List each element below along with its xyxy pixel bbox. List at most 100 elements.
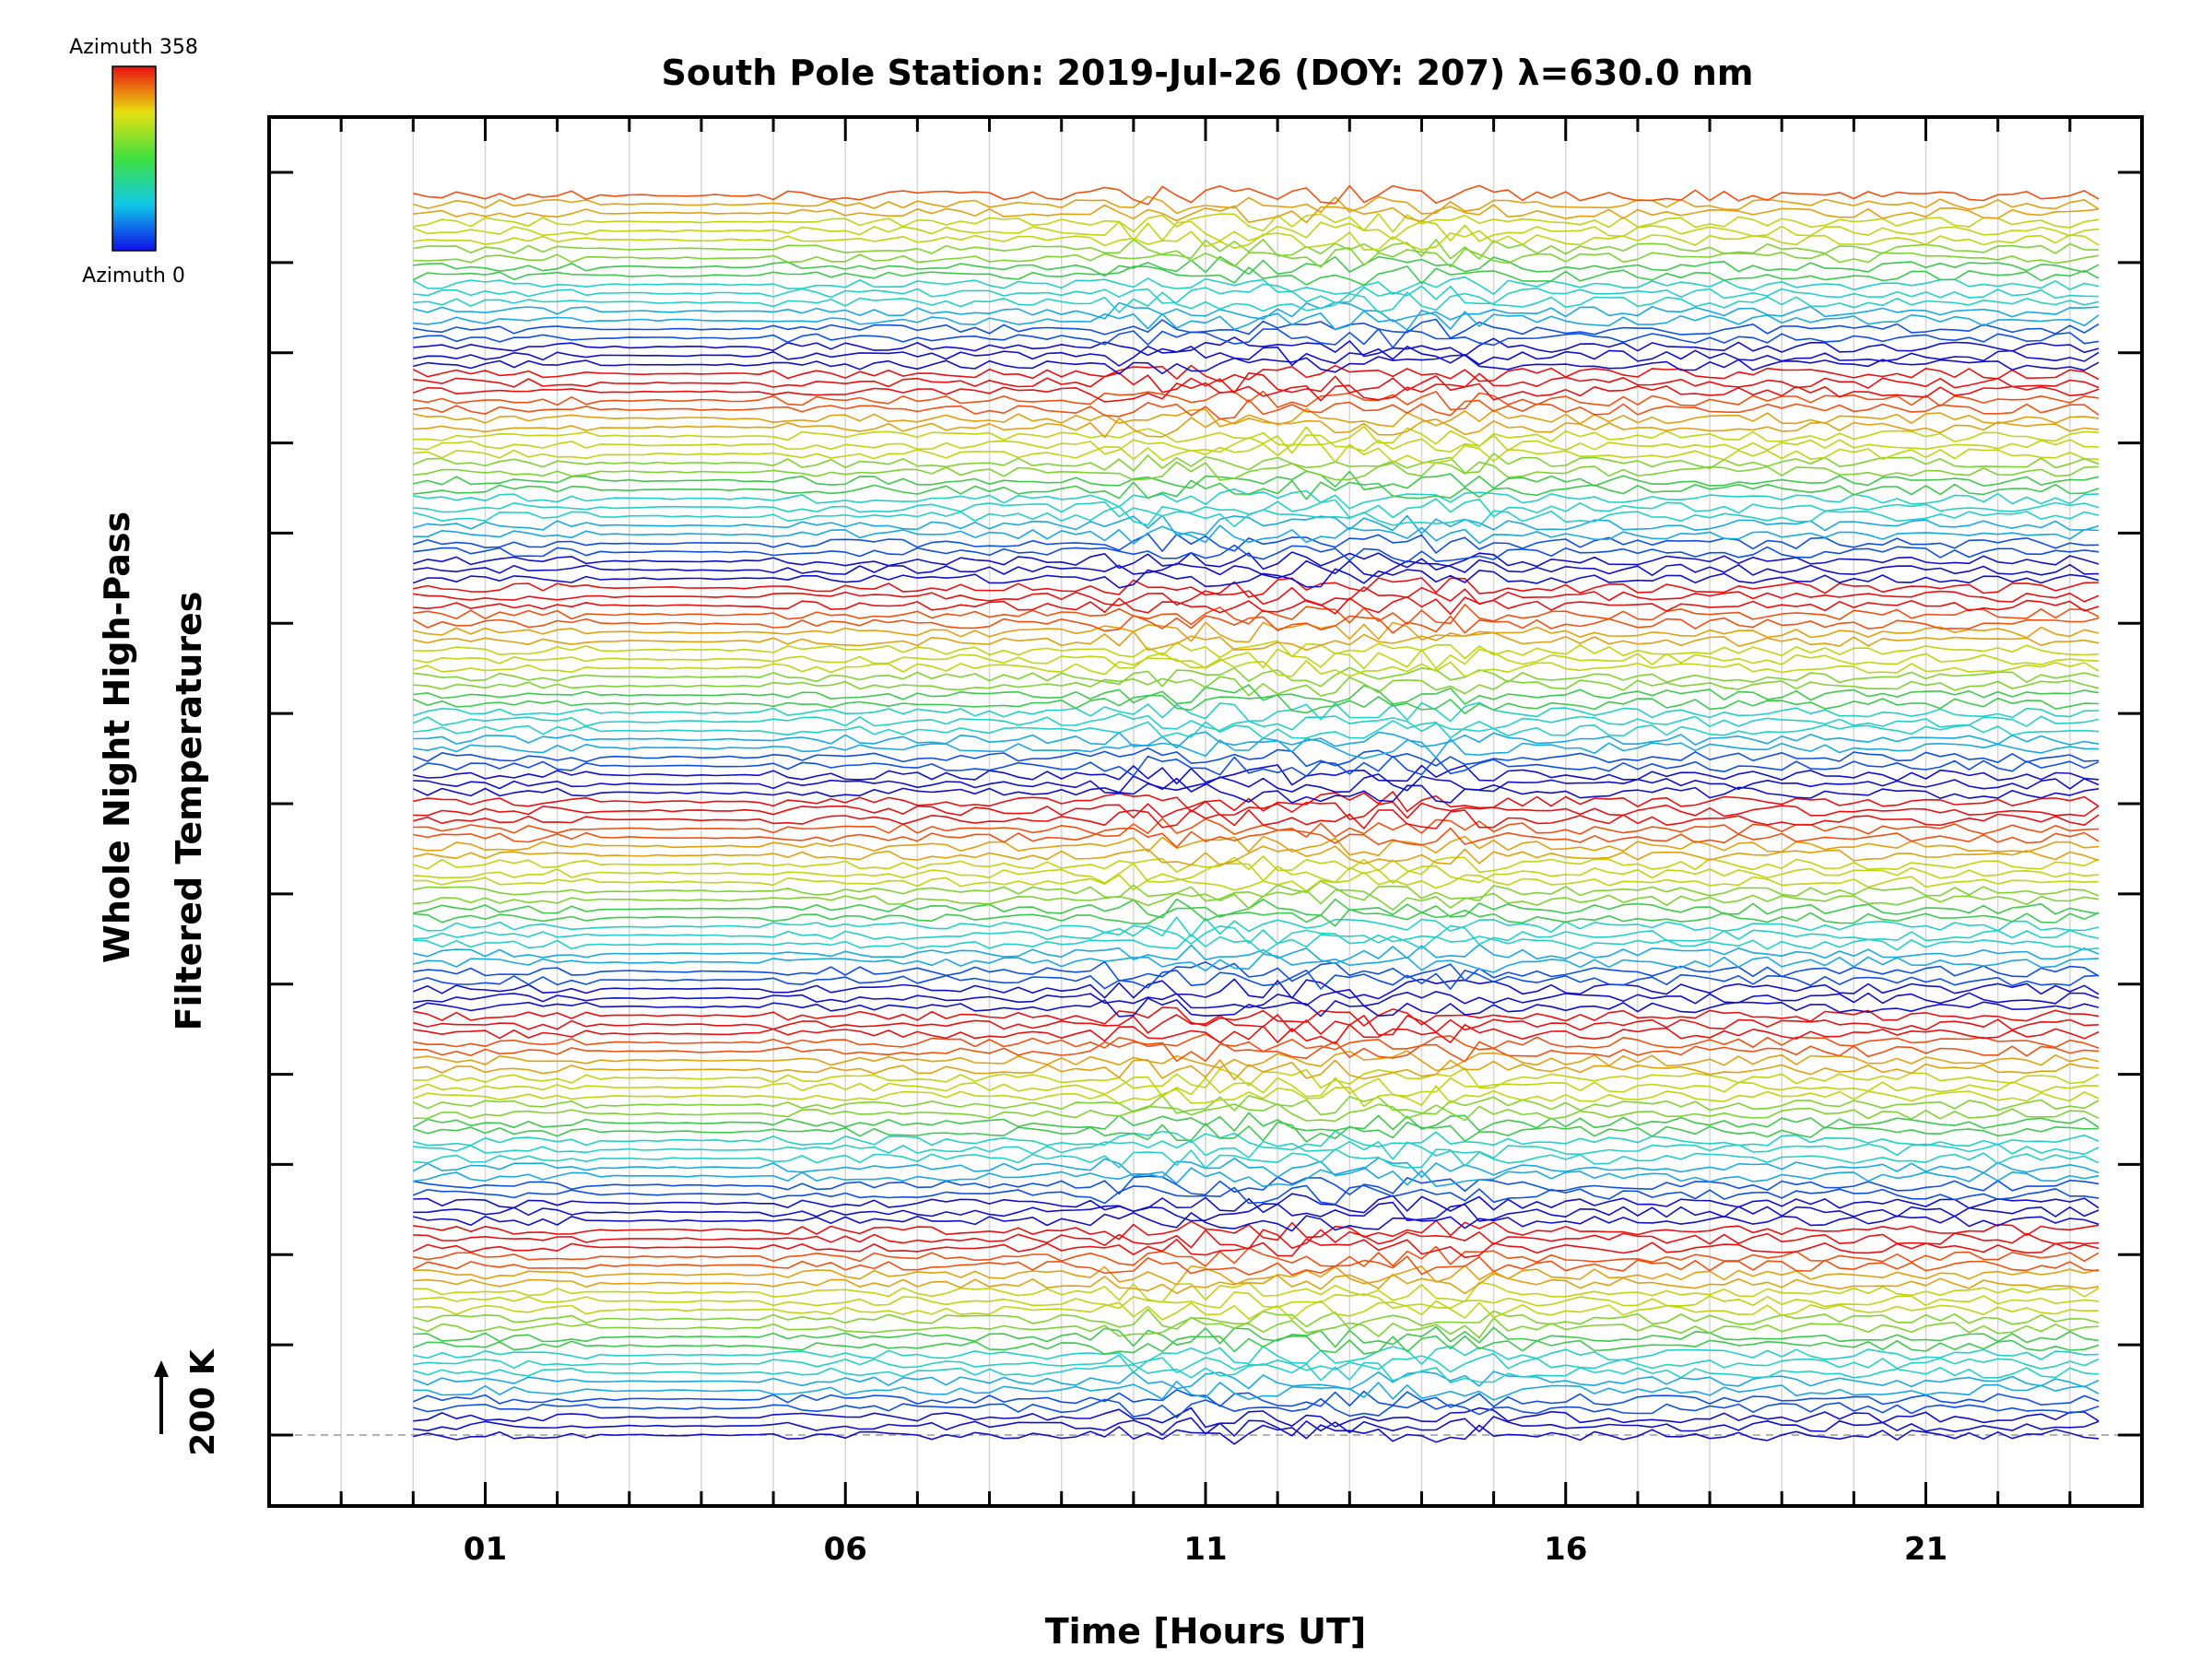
series-line	[413, 1352, 2100, 1374]
series-line	[412, 1238, 2100, 1259]
series-line	[413, 818, 2100, 838]
scale-bar-label: 200 K	[184, 1348, 222, 1456]
series-line	[413, 640, 2100, 660]
series-line	[413, 595, 2100, 616]
colorbar-bottom-label: Azimuth 0	[82, 265, 185, 288]
series-line	[413, 425, 2100, 447]
series-line	[413, 880, 2100, 902]
series-line	[413, 1085, 2100, 1108]
series-line	[413, 944, 2100, 964]
series-line	[413, 1130, 2100, 1151]
series-line	[413, 220, 2100, 242]
series-line	[413, 1023, 2100, 1045]
series-line	[413, 204, 2100, 224]
series-line	[413, 1067, 2100, 1089]
series-line	[413, 764, 2100, 786]
series-line	[413, 800, 2100, 820]
series-line	[413, 336, 2100, 358]
series-line	[413, 1193, 2100, 1214]
series-line	[413, 898, 2100, 919]
series-line	[413, 1175, 2100, 1196]
series-line	[412, 1157, 2100, 1179]
series-line	[413, 1300, 2100, 1321]
series-line	[413, 648, 2100, 670]
series-line	[413, 916, 2100, 937]
x-tick-label: 21	[1904, 1531, 1947, 1568]
series-line	[413, 666, 2100, 688]
series-line	[413, 747, 2100, 768]
series-line	[413, 907, 2100, 927]
series-line	[413, 318, 2100, 339]
series-line	[413, 1184, 2100, 1206]
series-line	[413, 1273, 2100, 1295]
series-line	[412, 755, 2100, 778]
series-line	[413, 461, 2100, 481]
series-line	[413, 808, 2100, 830]
series-line	[413, 301, 2100, 323]
series-line	[413, 559, 2100, 580]
series-line	[413, 845, 2100, 866]
series-line	[413, 1281, 2100, 1303]
series-line	[413, 239, 2100, 260]
x-tick-labels: 01 06 11 16 21	[464, 1531, 1947, 1568]
series-line	[413, 1335, 2100, 1355]
series-line	[413, 514, 2100, 536]
series-line	[413, 737, 2100, 759]
series-line	[413, 1416, 2100, 1437]
series-line	[413, 773, 2100, 794]
series-line	[413, 327, 2100, 349]
series-line	[413, 1406, 2100, 1429]
series-line	[413, 604, 2100, 626]
series-line	[413, 1059, 2100, 1081]
y-axis-label-line1: Whole Night High-Pass	[97, 512, 137, 963]
series-line	[413, 1014, 2100, 1036]
series-line	[412, 265, 2100, 287]
x-tick-label: 06	[824, 1531, 867, 1568]
series-lines	[412, 184, 2100, 1445]
series-line	[413, 479, 2100, 500]
series-line	[413, 382, 2100, 403]
series-line	[413, 960, 2100, 982]
series-line	[413, 1424, 2100, 1445]
series-line	[413, 791, 2100, 813]
series-line	[413, 1050, 2100, 1072]
series-line	[413, 417, 2100, 439]
series-line	[413, 407, 2100, 428]
series-line	[413, 184, 2100, 206]
series-line	[413, 676, 2100, 697]
series-line	[413, 989, 2100, 1009]
series-line	[413, 1102, 2100, 1123]
series-line	[413, 442, 2100, 464]
series-line	[413, 213, 2100, 233]
series-line	[413, 488, 2100, 510]
series-line	[413, 246, 2100, 268]
series-line	[413, 470, 2100, 491]
series-line	[413, 1229, 2100, 1250]
series-line	[413, 453, 2100, 474]
scale-bar-arrowhead	[154, 1360, 169, 1377]
series-line	[413, 863, 2100, 885]
series-line	[413, 871, 2100, 892]
series-line	[413, 630, 2100, 652]
series-line	[413, 1308, 2100, 1330]
series-line	[413, 524, 2100, 545]
series-line	[412, 364, 2100, 382]
series-line	[413, 1317, 2100, 1339]
y-axis-label-line2: Filtered Temperatures	[169, 592, 209, 1031]
series-line	[413, 855, 2100, 876]
series-line	[413, 345, 2100, 367]
series-line	[413, 1245, 2100, 1267]
series-line	[413, 1006, 2100, 1027]
series-line	[413, 195, 2100, 215]
series-line	[413, 701, 2100, 723]
series-line	[413, 1201, 2100, 1222]
series-line	[413, 835, 2100, 857]
series-line	[413, 1219, 2100, 1241]
x-tick-label: 16	[1544, 1531, 1587, 1568]
series-line	[413, 888, 2100, 912]
series-line	[413, 1371, 2100, 1391]
series-line	[413, 1381, 2100, 1401]
series-line	[413, 229, 2100, 252]
series-line	[413, 933, 2100, 955]
series-line	[413, 1033, 2100, 1053]
